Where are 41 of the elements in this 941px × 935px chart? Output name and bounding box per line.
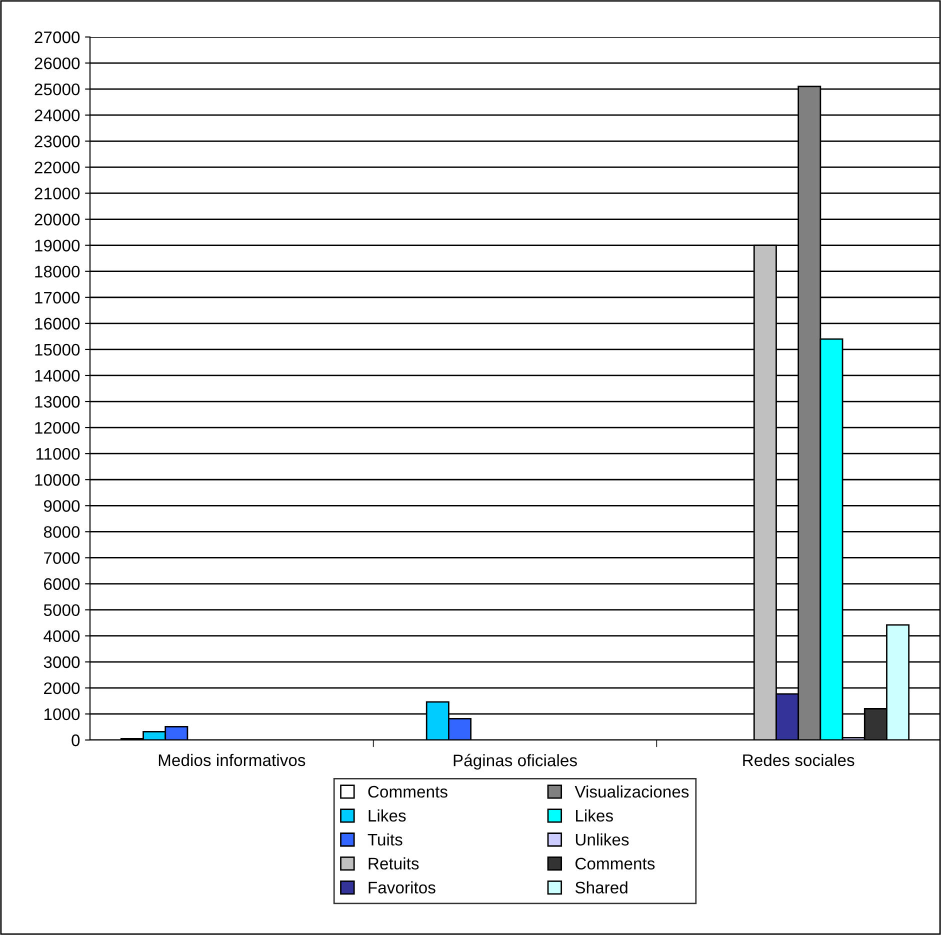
legend-label: Shared	[575, 881, 628, 894]
y-tick-label: 4000	[44, 630, 80, 642]
legend-label: Comments	[576, 858, 655, 870]
legend-label: Comments	[368, 786, 448, 798]
x-tick-label: Medios informativos	[158, 754, 306, 766]
y-tick-label: 13000	[35, 396, 80, 408]
legend-label: Tuits	[368, 833, 402, 846]
y-tick-label: 18000	[35, 266, 80, 278]
y-tick-label: 25000	[34, 83, 80, 96]
y-tick-label: 21000	[34, 188, 80, 200]
y-tick-label: 11000	[36, 448, 80, 460]
y-tick-label: 0	[72, 734, 80, 746]
y-tick-label: 17000	[35, 292, 80, 304]
y-tick-label: 24000	[34, 110, 80, 122]
y-tick-label: 7000	[44, 552, 80, 564]
legend-label: Likes	[576, 809, 613, 822]
y-tick-label: 9000	[44, 500, 80, 512]
y-tick-label: 14000	[35, 370, 80, 382]
legend-label: Favoritos	[368, 881, 436, 894]
legend-label: Retuits	[368, 857, 419, 870]
x-tick-label: Páginas oficiales	[454, 754, 577, 770]
y-tick-label: 3000	[44, 656, 80, 668]
y-tick-label: 12000	[35, 422, 80, 434]
legend-label: Likes	[368, 809, 406, 822]
y-tick-label: 10000	[35, 474, 80, 486]
y-tick-label: 22000	[34, 162, 80, 174]
y-tick-label: 8000	[44, 526, 80, 538]
y-tick-label: 23000	[34, 136, 80, 148]
y-tick-label: 20000	[34, 214, 80, 226]
x-tick-label: Redes sociales	[743, 754, 854, 766]
y-tick-label: 1000	[44, 708, 80, 720]
y-tick-label: 6000	[44, 578, 80, 590]
legend-label: Unlikes	[576, 833, 629, 846]
y-tick-label: 5000	[44, 604, 80, 616]
y-tick-label: 15000	[35, 344, 80, 356]
y-tick-label: 26000	[34, 57, 80, 70]
y-tick-label: 2000	[44, 682, 80, 694]
y-tick-label: 19000	[35, 240, 80, 252]
legend-label: Visualizaciones	[574, 785, 689, 798]
y-tick-label: 16000	[35, 318, 80, 330]
y-tick-label: 27000	[34, 31, 80, 44]
